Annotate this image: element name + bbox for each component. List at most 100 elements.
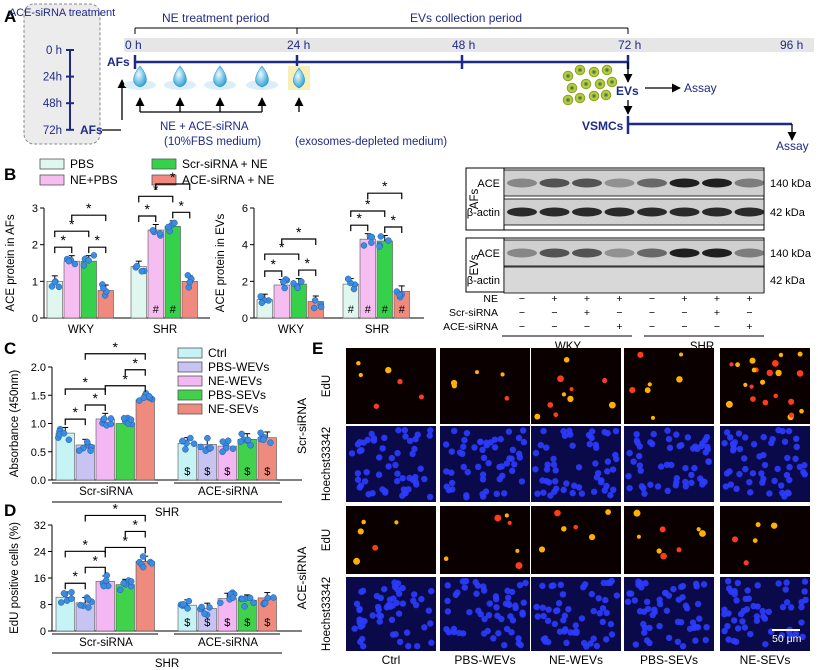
significance-bracket xyxy=(104,546,146,554)
bar xyxy=(80,260,97,319)
hoechst-nucleus xyxy=(734,579,742,587)
hoechst-nucleus xyxy=(746,478,753,486)
hoechst-nucleus xyxy=(540,427,547,435)
y-tick-label: 0 xyxy=(40,626,46,638)
hoechst-nucleus xyxy=(674,638,682,645)
significance-star: * xyxy=(391,212,397,228)
hoechst-nucleus xyxy=(624,598,632,605)
edu-image xyxy=(624,506,714,574)
hoechst-nucleus xyxy=(357,623,364,630)
significance-star: * xyxy=(73,404,79,420)
legend-label: PBS-WEVs xyxy=(208,360,269,374)
data-point xyxy=(75,447,83,454)
ne-acesirna-label: NE + ACE-siRNA xyxy=(160,121,249,133)
group-label: SHR xyxy=(155,658,179,670)
hoechst-nucleus xyxy=(444,582,451,589)
data-point xyxy=(133,262,141,270)
group-label: SHR xyxy=(155,507,179,519)
treatment-sign: − xyxy=(649,293,655,305)
hoechst-nucleus xyxy=(640,484,647,492)
hoechst-nucleus xyxy=(688,471,695,479)
significance-bracket xyxy=(350,210,386,217)
significance-bracket xyxy=(138,215,157,222)
hoechst-nucleus xyxy=(607,491,614,499)
hoechst-nucleus xyxy=(565,606,572,613)
bar xyxy=(63,260,80,319)
hoechst-nucleus xyxy=(486,600,494,607)
data-point xyxy=(179,437,186,445)
edu-nucleus xyxy=(557,375,564,383)
micro-group-label: ACE-siRNA xyxy=(295,547,309,610)
hoechst-nucleus xyxy=(496,475,503,483)
legend-label: Scr-siRNA + NE xyxy=(182,157,268,171)
timeline-band xyxy=(124,38,814,52)
data-point xyxy=(197,443,204,451)
hoechst-nucleus xyxy=(651,606,658,613)
data-point xyxy=(127,416,135,423)
data-point xyxy=(258,299,266,307)
hoechst-nucleus xyxy=(554,607,561,614)
data-point xyxy=(184,272,192,279)
data-point xyxy=(310,304,318,312)
significance-star: * xyxy=(73,568,79,584)
hoechst-nucleus xyxy=(785,427,793,435)
significance-star: * xyxy=(279,239,285,255)
data-point xyxy=(184,605,191,612)
data-point xyxy=(270,594,277,601)
hoechst-nucleus xyxy=(586,440,593,448)
hoechst-nucleus xyxy=(542,638,549,645)
hoechst-nucleus xyxy=(569,442,576,449)
data-point xyxy=(102,577,110,584)
hoechst-nucleus xyxy=(376,618,383,625)
blot-band xyxy=(572,248,602,258)
hoechst-nucleus xyxy=(741,624,749,631)
hoechst-nucleus xyxy=(360,439,367,446)
hoechst-nucleus xyxy=(388,454,396,462)
hoechst-nucleus xyxy=(798,603,805,611)
significance-bracket xyxy=(172,211,191,219)
hoechst-nucleus xyxy=(727,481,735,488)
hoechst-nucleus xyxy=(449,486,456,493)
data-point xyxy=(55,283,63,291)
hoechst-nucleus xyxy=(601,428,608,436)
edu-nucleus xyxy=(494,514,502,522)
hoechst-nucleus xyxy=(801,471,809,478)
treatment-time-label: 0 h xyxy=(46,45,62,57)
hoechst-nucleus xyxy=(665,634,673,642)
hoechst-nucleus xyxy=(632,641,640,648)
hoechst-nucleus xyxy=(448,479,456,487)
hoechst-nucleus xyxy=(512,602,519,609)
hoechst-nucleus xyxy=(634,439,641,447)
data-point xyxy=(261,599,269,607)
ev-cluster-icon xyxy=(562,64,618,106)
ev-particle xyxy=(601,64,613,76)
hoechst-nucleus xyxy=(702,636,709,644)
data-point xyxy=(244,436,252,444)
panel-c-letter: C xyxy=(4,339,16,358)
legend-swatch xyxy=(177,375,203,387)
significance-star: * xyxy=(365,196,371,212)
edu-image xyxy=(720,348,810,424)
edu-nucleus xyxy=(373,403,380,409)
hoechst-nucleus xyxy=(737,610,745,618)
timeline-label: 72 h xyxy=(618,38,641,52)
hoechst-nucleus xyxy=(399,584,406,592)
treatment-time-label: 24h xyxy=(43,72,62,84)
hoechst-nucleus xyxy=(575,484,583,491)
treatment-sign: − xyxy=(519,293,525,305)
hoechst-nucleus xyxy=(721,627,728,635)
hoechst-nucleus xyxy=(418,595,425,603)
hoechst-nucleus xyxy=(613,592,621,599)
treatment-time-label: 72h xyxy=(43,125,62,137)
significance-bracket xyxy=(350,224,369,232)
ev-particle xyxy=(606,76,618,88)
hoechst-nucleus xyxy=(560,486,567,494)
hoechst-nucleus xyxy=(733,597,740,604)
hoechst-nucleus xyxy=(631,597,639,604)
data-point xyxy=(182,446,189,453)
hoechst-nucleus xyxy=(779,427,786,435)
significance-star: * xyxy=(61,232,67,248)
blot-band xyxy=(539,248,570,258)
data-point xyxy=(139,563,147,571)
